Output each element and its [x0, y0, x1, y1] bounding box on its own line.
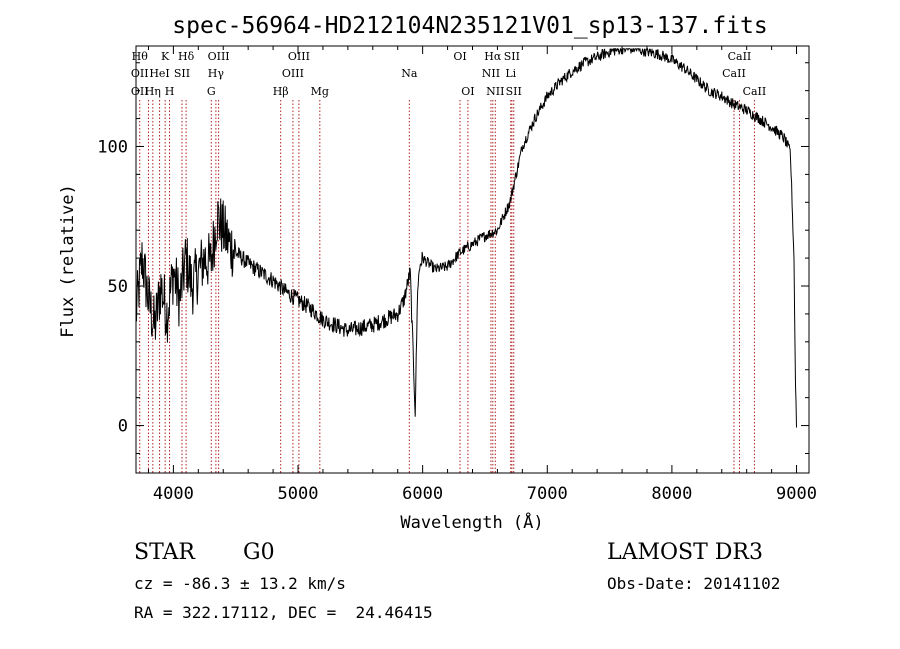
x-tick-label: 4000: [153, 484, 194, 504]
line-marker-label: SII: [504, 50, 520, 63]
line-marker-label: NII: [482, 67, 500, 80]
line-marker-label: Li: [505, 67, 516, 80]
line-marker-label: Hδ: [178, 50, 195, 63]
line-marker-label: SII: [174, 67, 190, 80]
line-marker-label: G: [207, 85, 216, 98]
line-marker-label: OIII: [208, 50, 230, 63]
line-marker-label: SII: [506, 85, 522, 98]
line-marker-label: OI: [453, 50, 466, 63]
x-tick-label: 6000: [402, 484, 443, 504]
chart-title: spec-56964-HD212104N235121V01_sp13-137.f…: [172, 13, 767, 39]
survey-name: LAMOST DR3: [607, 540, 763, 565]
line-marker-label: Hα: [484, 50, 502, 63]
emission-line-markers: [139, 100, 755, 473]
x-axis-ticks: 4000 5000 6000 7000 8000 9000: [147, 46, 817, 504]
line-marker-label: K: [161, 50, 170, 63]
y-tick-label: 0: [118, 417, 128, 437]
x-tick-label: 7000: [527, 484, 568, 504]
line-marker-label: OIII: [288, 50, 310, 63]
line-marker-label: CaII: [743, 85, 767, 98]
spectrum-line: [135, 47, 797, 428]
spectral-subclass: G0: [243, 540, 275, 565]
object-class: STAR: [134, 540, 195, 565]
y-axis-ticks: 0 50 100: [97, 62, 809, 454]
y-tick-label: 50: [108, 277, 128, 297]
x-tick-label: 5000: [278, 484, 319, 504]
line-marker-label: Mg: [311, 85, 329, 98]
line-marker-label: Hθ: [132, 50, 149, 63]
sky-coordinates: RA = 322.17112, DEC = 24.46415: [134, 603, 433, 622]
line-marker-label: NII: [486, 85, 504, 98]
x-tick-label: 9000: [776, 484, 817, 504]
line-marker-label: OII: [131, 85, 149, 98]
line-marker-label: HeI: [149, 67, 169, 80]
plot-frame: [135, 45, 810, 474]
line-marker-label: OI: [461, 85, 474, 98]
line-marker-label: Hγ: [208, 67, 225, 80]
redshift-velocity: cz = -86.3 ± 13.2 km/s: [134, 574, 346, 593]
line-marker-label: Hβ: [273, 85, 289, 98]
line-marker-label: OIII: [282, 67, 304, 80]
line-marker-label: Hη: [145, 85, 161, 98]
line-marker-label: Na: [401, 67, 418, 80]
line-marker-label: CaII: [728, 50, 752, 63]
y-axis-label: Flux (relative): [58, 184, 78, 338]
line-marker-label: CaII: [722, 67, 746, 80]
x-tick-label: 8000: [651, 484, 692, 504]
line-marker-label: H: [165, 85, 175, 98]
x-axis-label: Wavelength (Å): [400, 511, 543, 533]
line-marker-label: OII: [131, 67, 149, 80]
y-tick-label: 100: [97, 137, 128, 157]
observation-date: Obs-Date: 20141102: [607, 574, 781, 593]
